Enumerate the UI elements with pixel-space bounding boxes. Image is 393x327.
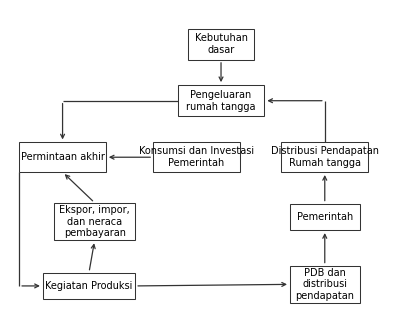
FancyBboxPatch shape: [153, 142, 240, 172]
Text: Pengeluaran
rumah tangga: Pengeluaran rumah tangga: [186, 90, 256, 112]
Text: Kegiatan Produksi: Kegiatan Produksi: [45, 281, 133, 291]
FancyBboxPatch shape: [43, 273, 135, 299]
Text: Konsumsi dan Investasi
Pemerintah: Konsumsi dan Investasi Pemerintah: [139, 146, 254, 168]
FancyBboxPatch shape: [188, 28, 254, 60]
FancyBboxPatch shape: [290, 203, 360, 230]
FancyBboxPatch shape: [19, 142, 106, 172]
Text: Kebutuhan
dasar: Kebutuhan dasar: [195, 33, 248, 55]
FancyBboxPatch shape: [281, 142, 368, 172]
Text: Permintaan akhir: Permintaan akhir: [20, 152, 105, 162]
Text: Ekspor, impor,
dan neraca
pembayaran: Ekspor, impor, dan neraca pembayaran: [59, 205, 130, 238]
FancyBboxPatch shape: [54, 203, 135, 240]
Text: PDB dan
distribusi
pendapatan: PDB dan distribusi pendapatan: [295, 268, 354, 301]
Text: Distribusi Pendapatan
Rumah tangga: Distribusi Pendapatan Rumah tangga: [271, 146, 379, 168]
FancyBboxPatch shape: [178, 85, 264, 116]
FancyBboxPatch shape: [290, 266, 360, 303]
Text: Pemerintah: Pemerintah: [297, 212, 353, 222]
